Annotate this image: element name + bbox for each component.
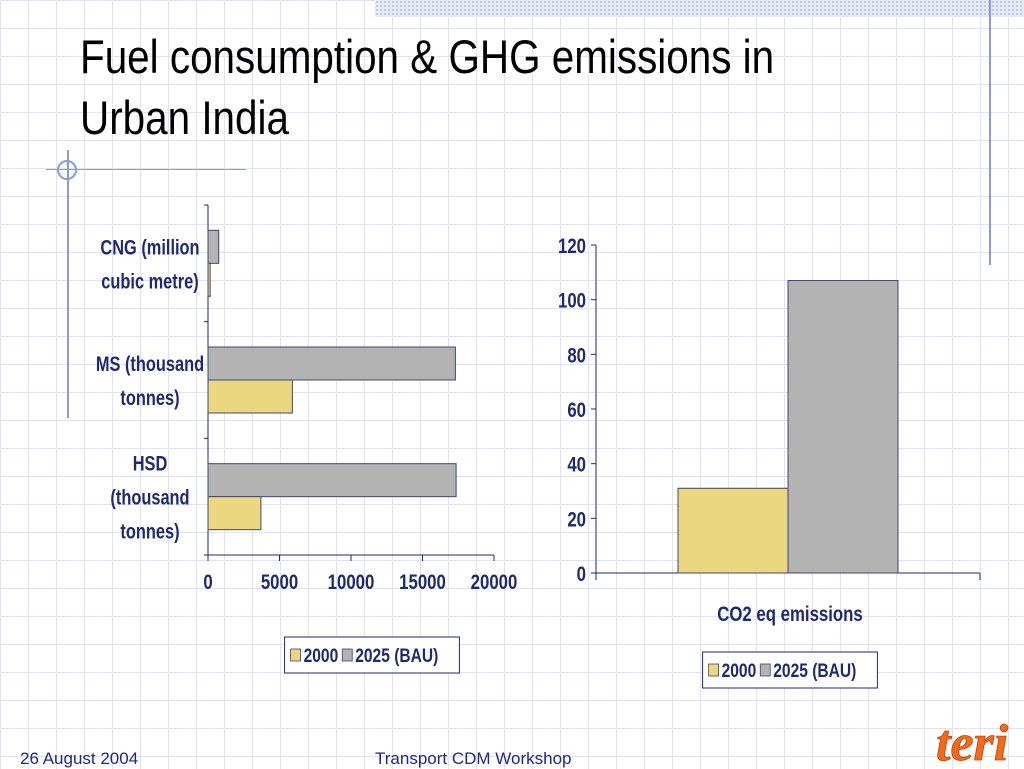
footer-event: Transport CDM Workshop (375, 749, 572, 768)
left-bar-0-1 (207, 229, 220, 264)
right-y-tick-label-5: 100 (558, 290, 586, 313)
left-bar-0-0 (207, 262, 211, 297)
decor-line-horizontal (46, 169, 246, 170)
right-y-tick-label-4: 80 (567, 345, 586, 368)
left-category-label-2-0: HSD (133, 452, 168, 475)
footer-date: 26 August 2004 (20, 749, 139, 768)
slide-title: Fuel consumption & GHG emissions in Urba… (80, 30, 775, 144)
right-y-tick-label-3: 60 (567, 399, 586, 422)
left-bar-1-1 (207, 346, 456, 381)
right-legend-label-0: 2000 (722, 660, 757, 682)
left-bar-2-0 (207, 496, 262, 531)
fuel-consumption-chart: 0 5000 10000 15000 20000 CNG (million cubic me… (96, 204, 517, 674)
right-y-tick-label-1: 20 (567, 509, 586, 532)
right-bar-1 (787, 280, 899, 574)
left-x-tick-label-0: 0 (203, 571, 212, 594)
header-pattern-band (375, 0, 1024, 17)
left-category-label-1-1: tonnes) (120, 386, 179, 409)
left-x-tick-label-2: 10000 (328, 571, 375, 594)
left-legend-swatch-0 (290, 648, 302, 662)
decor-circle (57, 160, 77, 180)
left-category-label-1-0: MS (thousand (96, 352, 204, 375)
left-legend-swatch-1 (341, 648, 353, 662)
right-y-tick-label-2: 40 (567, 454, 586, 477)
decor-line-left (67, 150, 69, 418)
left-x-tick-label-3: 15000 (399, 571, 446, 594)
right-y-tick-label-6: 120 (558, 235, 586, 258)
right-category-label: CO2 eq emissions (717, 603, 863, 626)
left-legend-label-1: 2025 (BAU) (355, 645, 438, 667)
right-legend (702, 651, 878, 689)
teri-logo: teri (936, 715, 1010, 768)
left-category-label-0-1: cubic metre) (101, 269, 198, 292)
left-category-label-2-1: (thousand (110, 486, 189, 509)
left-category-label-2-2: tonnes) (120, 520, 179, 543)
left-x-tick-label-1: 5000 (261, 571, 298, 594)
left-category-label-0-0: CNG (million (100, 235, 199, 258)
right-legend-swatch-0 (708, 663, 720, 677)
left-legend-label-0: 2000 (304, 645, 339, 667)
right-legend-swatch-1 (759, 663, 771, 677)
left-bar-2-1 (207, 463, 457, 498)
right-bar-0 (677, 487, 789, 574)
ghg-emissions-chart: 0 20 40 60 80 100 120 CO2 eq emissions 2000 2025 … (558, 235, 981, 689)
right-legend-label-1: 2025 (BAU) (773, 660, 856, 682)
left-bar-1-0 (207, 379, 293, 414)
right-y-tick-label-0: 0 (577, 563, 586, 586)
decor-line-right (989, 0, 991, 265)
left-x-tick-label-4: 20000 (471, 571, 518, 594)
left-legend (284, 636, 460, 674)
svg-text:teri: teri (936, 715, 1009, 768)
